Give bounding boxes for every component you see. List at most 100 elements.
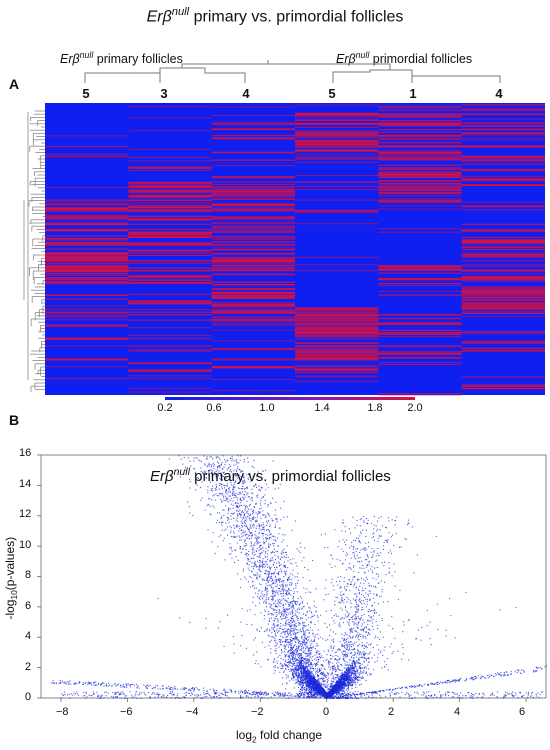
- data-point: [295, 610, 297, 612]
- data-point: [304, 674, 306, 676]
- heatmap-cell: [461, 376, 545, 378]
- data-point: [241, 520, 243, 522]
- data-point: [310, 676, 312, 678]
- data-point: [279, 581, 281, 583]
- column-label: 4: [495, 86, 503, 101]
- data-point: [247, 496, 249, 498]
- heatmap-cell: [461, 307, 545, 309]
- data-point: [367, 653, 369, 655]
- data-point: [330, 691, 332, 693]
- data-point: [301, 667, 303, 669]
- data-point: [228, 487, 230, 489]
- data-point: [301, 636, 303, 638]
- data-point: [248, 564, 250, 566]
- data-point: [227, 491, 229, 493]
- data-point: [304, 687, 306, 689]
- data-point: [288, 641, 290, 643]
- data-point: [272, 573, 274, 575]
- data-point: [306, 686, 308, 688]
- data-point: [349, 670, 351, 672]
- data-point: [204, 463, 206, 465]
- data-point: [263, 533, 265, 535]
- data-point: [235, 463, 237, 465]
- data-point: [211, 470, 213, 472]
- data-point: [323, 694, 325, 696]
- data-point: [323, 680, 325, 682]
- heatmap-cell: [295, 120, 379, 122]
- heatmap-cell: [461, 269, 545, 272]
- heatmap-cell: [45, 265, 129, 267]
- data-point: [233, 531, 235, 533]
- data-point: [259, 541, 261, 543]
- data-point: [307, 681, 309, 683]
- data-point: [250, 508, 252, 510]
- data-point: [241, 471, 243, 473]
- data-point: [231, 455, 233, 457]
- data-point: [264, 594, 266, 596]
- data-point: [299, 623, 301, 625]
- data-point: [267, 577, 269, 579]
- data-point: [238, 505, 240, 507]
- data-point: [259, 570, 261, 572]
- heatmap-cell: [128, 210, 212, 213]
- data-point: [270, 636, 272, 638]
- data-point: [235, 505, 237, 507]
- data-point: [308, 669, 310, 671]
- heatmap-cell: [45, 214, 129, 216]
- data-point: [344, 685, 346, 687]
- heatmap-cell: [211, 267, 295, 270]
- data-point: [268, 613, 270, 615]
- data-point: [278, 630, 280, 632]
- heatmap-cell: [211, 198, 295, 201]
- heatmap-cell: [461, 239, 545, 242]
- data-point: [240, 476, 242, 478]
- data-point: [313, 687, 315, 689]
- data-point: [212, 485, 214, 487]
- data-point: [267, 487, 269, 489]
- data-point: [284, 646, 286, 648]
- data-point: [238, 525, 240, 527]
- heatmap-cell: [461, 292, 545, 295]
- heatmap-cell: [378, 156, 462, 159]
- heatmap-cell: [128, 267, 212, 270]
- data-point: [240, 546, 242, 548]
- data-point: [256, 576, 258, 578]
- data-point: [293, 675, 295, 677]
- data-point: [275, 605, 277, 607]
- data-point: [260, 612, 262, 614]
- data-point: [356, 678, 358, 680]
- data-point: [300, 665, 302, 667]
- data-point: [270, 577, 272, 579]
- data-point: [334, 687, 336, 689]
- data-point: [273, 582, 275, 584]
- data-point: [283, 611, 285, 613]
- data-point: [251, 557, 253, 559]
- heatmap-cell: [461, 260, 545, 262]
- data-point: [351, 664, 353, 666]
- data-point: [215, 493, 217, 495]
- data-point: [262, 496, 264, 498]
- heatmap-cell: [461, 109, 545, 111]
- data-point: [275, 524, 277, 526]
- data-point: [250, 544, 252, 546]
- heatmap-cell: [128, 219, 212, 221]
- data-point: [280, 556, 282, 558]
- data-point: [287, 675, 289, 677]
- data-point: [214, 499, 216, 501]
- data-point: [320, 669, 322, 671]
- data-point: [229, 543, 231, 545]
- heatmap-cell: [128, 244, 212, 246]
- data-point: [292, 656, 294, 658]
- data-point: [294, 628, 296, 630]
- data-point: [240, 533, 242, 535]
- data-point: [293, 676, 295, 678]
- data-point: [263, 550, 265, 552]
- data-point: [374, 637, 376, 639]
- data-point: [265, 469, 267, 471]
- data-point: [321, 686, 323, 688]
- data-point: [275, 550, 277, 552]
- heatmap-cell: [378, 109, 462, 111]
- heatmap-cell: [211, 183, 295, 186]
- heatmap-cell: [211, 225, 295, 227]
- data-point: [205, 477, 207, 479]
